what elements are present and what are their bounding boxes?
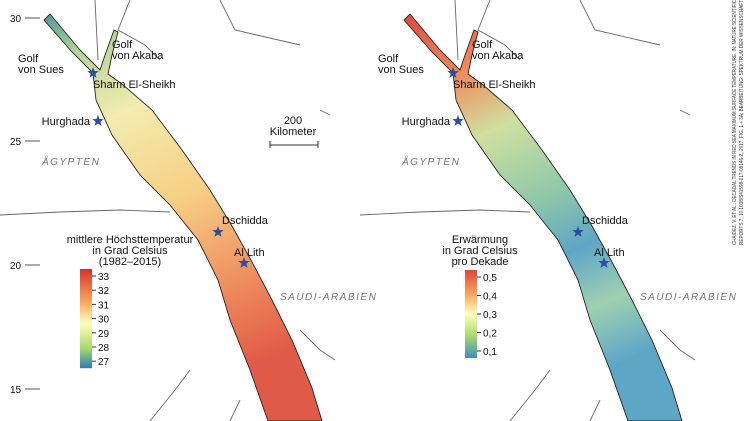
place-label: Dschidda (582, 215, 629, 227)
legend-title: in Grad Celsius (442, 245, 518, 257)
place-label: Al Lith (594, 247, 625, 259)
city-marker (598, 257, 610, 268)
legend-tick-label: 33 (98, 272, 110, 283)
country-label: SAUDI-ARABIEN (280, 292, 377, 303)
legend-tick-label: 31 (98, 300, 110, 311)
credit-line: REPORTS 7, 10.1038/S41598-017-08146-Z, 2… (739, 0, 745, 245)
country-border (477, 0, 521, 61)
legend-tick-label: 0,4 (483, 292, 497, 303)
legend-tick-label: 32 (98, 286, 110, 297)
city-marker (92, 115, 104, 126)
country-border (579, 0, 661, 46)
scale-unit: Kilometer (270, 126, 317, 138)
legend-title: pro Dekade (452, 256, 509, 268)
country-border (589, 399, 601, 421)
place-label: Hurghada (42, 116, 91, 128)
city-marker (238, 257, 250, 268)
gulf-label: Golf (18, 53, 39, 65)
country-border (509, 369, 551, 421)
country-border (0, 209, 171, 216)
legend-tick-label: 0,3 (483, 310, 497, 321)
legend-tick-label: 0,2 (483, 329, 497, 340)
legend-tick-label: 0,5 (483, 273, 497, 284)
gulf-label: Golf (472, 39, 493, 51)
legend-tick-label: 29 (98, 329, 110, 340)
country-border (659, 329, 696, 361)
latitude-label: 20 (10, 261, 22, 272)
scale-bar (269, 141, 319, 148)
legend-title: Erwärmung (452, 234, 508, 246)
latitude-label: 15 (10, 385, 22, 396)
legend-tick-label: 27 (98, 357, 110, 368)
city-marker (452, 115, 464, 126)
scale-value: 200 (284, 115, 302, 127)
country-label: ÄGYPTEN (41, 156, 100, 168)
country-label: SAUDI-ARABIEN (640, 292, 737, 303)
country-border (454, 0, 459, 61)
legend-tick-label: 28 (98, 343, 110, 354)
country-border (679, 109, 691, 116)
city-marker (87, 67, 99, 78)
gulf-label: von Akaba (112, 50, 164, 62)
red-sea (403, 13, 683, 421)
country-border (299, 329, 336, 361)
gulf-label: Golf (378, 53, 399, 65)
legend-title: mittlere Höchsttemperatur (67, 234, 194, 246)
place-label: Hurghada (402, 116, 451, 128)
place-label: Sharm El-Sheikh (453, 79, 536, 91)
country-border (219, 0, 301, 46)
latitude-label: 30 (10, 14, 22, 25)
legend-title: in Grad Celsius (92, 245, 168, 257)
color-bar (80, 269, 92, 369)
red-sea (43, 13, 323, 421)
gulf-label: von Sues (18, 64, 64, 76)
city-marker (212, 226, 224, 237)
legend-tick-label: 30 (98, 315, 110, 326)
place-label: Sharm El-Sheikh (93, 79, 176, 91)
country-border (229, 399, 241, 421)
credit: CHAIDEZ, V. ET AL.: DECADAL TRENDS IN RE… (732, 0, 745, 245)
credit-line: CHAIDEZ, V. ET AL.: DECADAL TRENDS IN RE… (732, 0, 738, 245)
city-marker (572, 226, 584, 237)
country-border (94, 0, 99, 61)
city-marker (447, 67, 459, 78)
legend-title: (1982–2015) (99, 256, 161, 268)
color-bar (465, 270, 477, 358)
country-border (149, 369, 191, 421)
legend-tick-label: 0,1 (483, 347, 497, 358)
gulf-label: Golf (112, 39, 133, 51)
country-label: ÄGYPTEN (401, 156, 460, 168)
gulf-label: von Akaba (472, 50, 524, 62)
latitude-label: 25 (10, 137, 22, 148)
gulf-label: von Sues (378, 64, 424, 76)
country-border (359, 209, 531, 216)
country-border (117, 0, 161, 61)
place-label: Dschidda (222, 215, 269, 227)
country-border (319, 109, 331, 116)
place-label: Al Lith (234, 247, 265, 259)
